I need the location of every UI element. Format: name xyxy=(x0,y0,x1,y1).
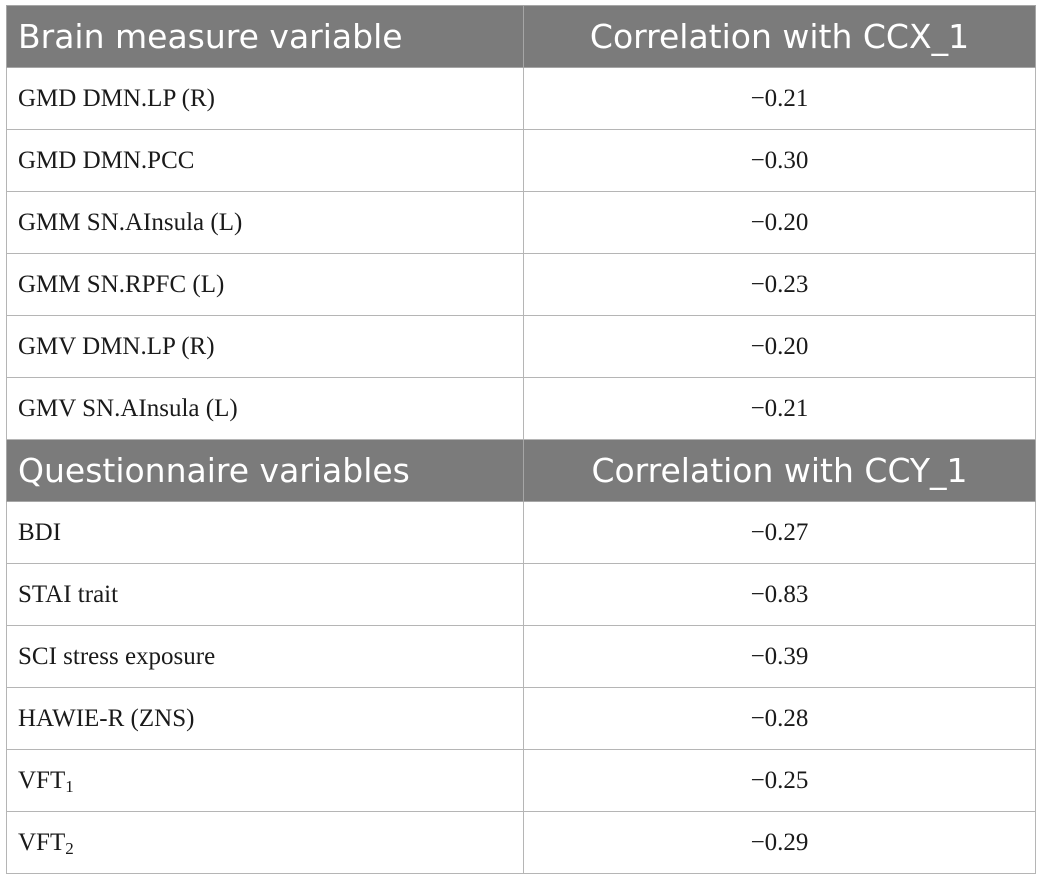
correlation-value: −0.30 xyxy=(523,129,1036,192)
table-row: GMV DMN.LP (R) −0.20 xyxy=(6,315,1036,378)
table-row: GMM SN.RPFC (L) −0.23 xyxy=(6,253,1036,316)
correlation-value: −0.23 xyxy=(523,253,1036,316)
variable-name: GMV SN.AInsula (L) xyxy=(6,377,524,440)
table-row: GMD DMN.LP (R) −0.21 xyxy=(6,67,1036,130)
questionnaire-header-row: Questionnaire variables Correlation with… xyxy=(6,439,1036,502)
correlation-value: −0.25 xyxy=(523,749,1036,812)
variable-name: VFT2 xyxy=(6,811,524,874)
variable-name: BDI xyxy=(6,501,524,564)
variable-name: GMD DMN.LP (R) xyxy=(6,67,524,130)
table-row: GMD DMN.PCC −0.30 xyxy=(6,129,1036,192)
questionnaire-variable-header: Questionnaire variables xyxy=(6,439,524,502)
correlation-value: −0.27 xyxy=(523,501,1036,564)
brain-correlation-header: Correlation with CCX_1 xyxy=(523,5,1036,68)
brain-variable-header: Brain measure variable xyxy=(6,5,524,68)
variable-name-text: VFT xyxy=(18,766,66,794)
correlation-value: −0.20 xyxy=(523,315,1036,378)
variable-name: SCI stress exposure xyxy=(6,625,524,688)
table-row: HAWIE-R (ZNS) −0.28 xyxy=(6,687,1036,750)
table-row: GMV SN.AInsula (L) −0.21 xyxy=(6,377,1036,440)
correlation-value: −0.21 xyxy=(523,377,1036,440)
variable-name: VFT1 xyxy=(6,749,524,812)
table-row: BDI −0.27 xyxy=(6,501,1036,564)
correlation-table: Brain measure variable Correlation with … xyxy=(6,5,1036,874)
correlation-value: −0.28 xyxy=(523,687,1036,750)
correlation-value: −0.39 xyxy=(523,625,1036,688)
table-row: STAI trait −0.83 xyxy=(6,563,1036,626)
table-row: SCI stress exposure −0.39 xyxy=(6,625,1036,688)
correlation-value: −0.29 xyxy=(523,811,1036,874)
questionnaire-correlation-header: Correlation with CCY_1 xyxy=(523,439,1036,502)
table-row: VFT2 −0.29 xyxy=(6,811,1036,874)
correlation-value: −0.20 xyxy=(523,191,1036,254)
variable-subscript: 1 xyxy=(65,776,74,796)
table-row: GMM SN.AInsula (L) −0.20 xyxy=(6,191,1036,254)
variable-name: STAI trait xyxy=(6,563,524,626)
correlation-value: −0.83 xyxy=(523,563,1036,626)
correlation-value: −0.21 xyxy=(523,67,1036,130)
brain-header-row: Brain measure variable Correlation with … xyxy=(6,5,1036,68)
variable-name: GMM SN.RPFC (L) xyxy=(6,253,524,316)
table-row: VFT1 −0.25 xyxy=(6,749,1036,812)
variable-name-text: VFT xyxy=(18,828,66,856)
variable-subscript: 2 xyxy=(65,838,74,858)
variable-name: GMM SN.AInsula (L) xyxy=(6,191,524,254)
variable-name: GMV DMN.LP (R) xyxy=(6,315,524,378)
variable-name: HAWIE-R (ZNS) xyxy=(6,687,524,750)
variable-name: GMD DMN.PCC xyxy=(6,129,524,192)
